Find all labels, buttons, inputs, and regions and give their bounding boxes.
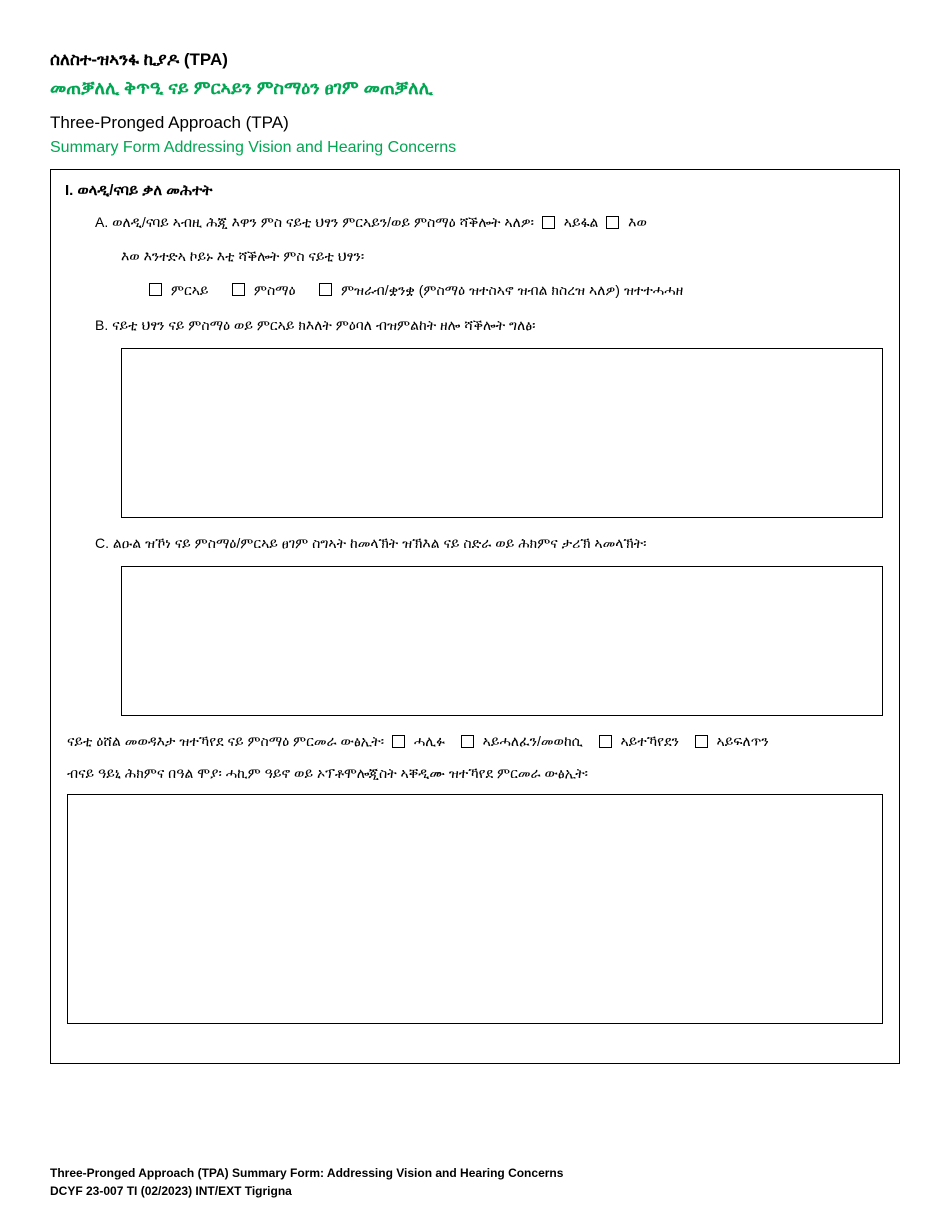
label-hearing: ምስማዕ bbox=[254, 282, 296, 298]
checkbox-vision[interactable] bbox=[149, 283, 162, 296]
checkbox-hearing[interactable] bbox=[232, 283, 245, 296]
checkbox-failed[interactable] bbox=[461, 735, 474, 748]
checkbox-yes[interactable] bbox=[606, 216, 619, 229]
question-a-checkboxes: ምርኣይ ምስማዕ ምዝራብ/ቋንቋ (ምስማዕ ዝተስኣኖ ዝብል ክስረዝ … bbox=[65, 279, 885, 303]
textarea-c[interactable] bbox=[121, 566, 883, 716]
label-no: ኣይፋል bbox=[564, 214, 599, 230]
vision-result-row: ብናይ ዓይኒ ሕክምና በዓል ሞያ፡ ሓኪም ዓይኖ ወይ ኦፕቶሞሎጂስት… bbox=[65, 762, 885, 786]
question-a-text: A. ወለዲ/ናባይ ኣብዚ ሕጂ እዋን ምስ ናይቲ ህፃን ምርኣይን/ወ… bbox=[95, 214, 534, 230]
label-speech: ምዝራብ/ቋንቋ (ምስማዕ ዝተስኣኖ ዝብል ክስረዝ ኣለዎ) ዝተተሓሓ… bbox=[341, 282, 683, 298]
label-not-done: ኣይተኻየደን bbox=[620, 733, 678, 749]
footer-line-2: DCYF 23-007 TI (02/2023) INT/EXT Tigrign… bbox=[50, 1182, 563, 1200]
label-unknown: ኣይፍለጥን bbox=[716, 733, 768, 749]
checkbox-passed[interactable] bbox=[392, 735, 405, 748]
textarea-b[interactable] bbox=[121, 348, 883, 518]
question-a-row: A. ወለዲ/ናባይ ኣብዚ ሕጂ እዋን ምስ ናይቲ ህፃን ምርኣይን/ወ… bbox=[65, 211, 885, 235]
label-vision: ምርኣይ bbox=[171, 282, 209, 298]
footer-line-1: Three-Pronged Approach (TPA) Summary For… bbox=[50, 1164, 563, 1182]
section-1-heading: I. ወላዲ/ናባይ ቃለ መሕተት bbox=[65, 182, 885, 199]
label-yes: እወ bbox=[628, 214, 647, 230]
hearing-result-row: ናይቲ ዕሸል መወዳእታ ዝተኻየደ ናይ ምስማዕ ምርመራ ውፅኢት፡ ሓ… bbox=[65, 730, 885, 754]
label-passed: ሓሊፉ bbox=[414, 733, 445, 749]
checkbox-not-done[interactable] bbox=[599, 735, 612, 748]
checkbox-unknown[interactable] bbox=[695, 735, 708, 748]
header-title-english-2: Summary Form Addressing Vision and Heari… bbox=[50, 139, 900, 157]
textarea-vision-result[interactable] bbox=[67, 794, 883, 1024]
hearing-result-prefix: ናይቲ ዕሸል መወዳእታ ዝተኻየደ ናይ ምስማዕ ምርመራ ውፅኢት፡ bbox=[67, 733, 384, 749]
header-title-english-1: Three-Pronged Approach (TPA) bbox=[50, 113, 900, 133]
header-title-amharic-2: መጠቓለሊ ቅጥዒ ናይ ምርኣይን ምስማዕን ፀገም መጠቓለሊ bbox=[50, 78, 900, 99]
question-a-sub: እወ እንተድኣ ኮይኑ እቲ ሻቕሎት ምስ ናይቲ ህፃን፡ bbox=[65, 245, 885, 269]
question-c-text: C. ልዑል ዝኾነ ናይ ምስማዕ/ምርኣይ ፀገም ስግኣት ከመላኽት ዝ… bbox=[65, 532, 885, 556]
checkbox-speech[interactable] bbox=[319, 283, 332, 296]
label-failed: ኣይሓለፈን/መወከሲ bbox=[483, 733, 583, 749]
page-footer: Three-Pronged Approach (TPA) Summary For… bbox=[50, 1164, 563, 1200]
checkbox-no[interactable] bbox=[542, 216, 555, 229]
question-b-text: B. ናይቲ ህፃን ናይ ምስማዕ ወይ ምርኣይ ክእለት ምዕባለ ብዝም… bbox=[65, 314, 885, 338]
header-title-amharic-1: ሰለስተ-ዝኣንፋ ኪያዶ (TPA) bbox=[50, 50, 900, 70]
form-container: I. ወላዲ/ናባይ ቃለ መሕተት A. ወለዲ/ናባይ ኣብዚ ሕጂ እዋን… bbox=[50, 169, 900, 1064]
